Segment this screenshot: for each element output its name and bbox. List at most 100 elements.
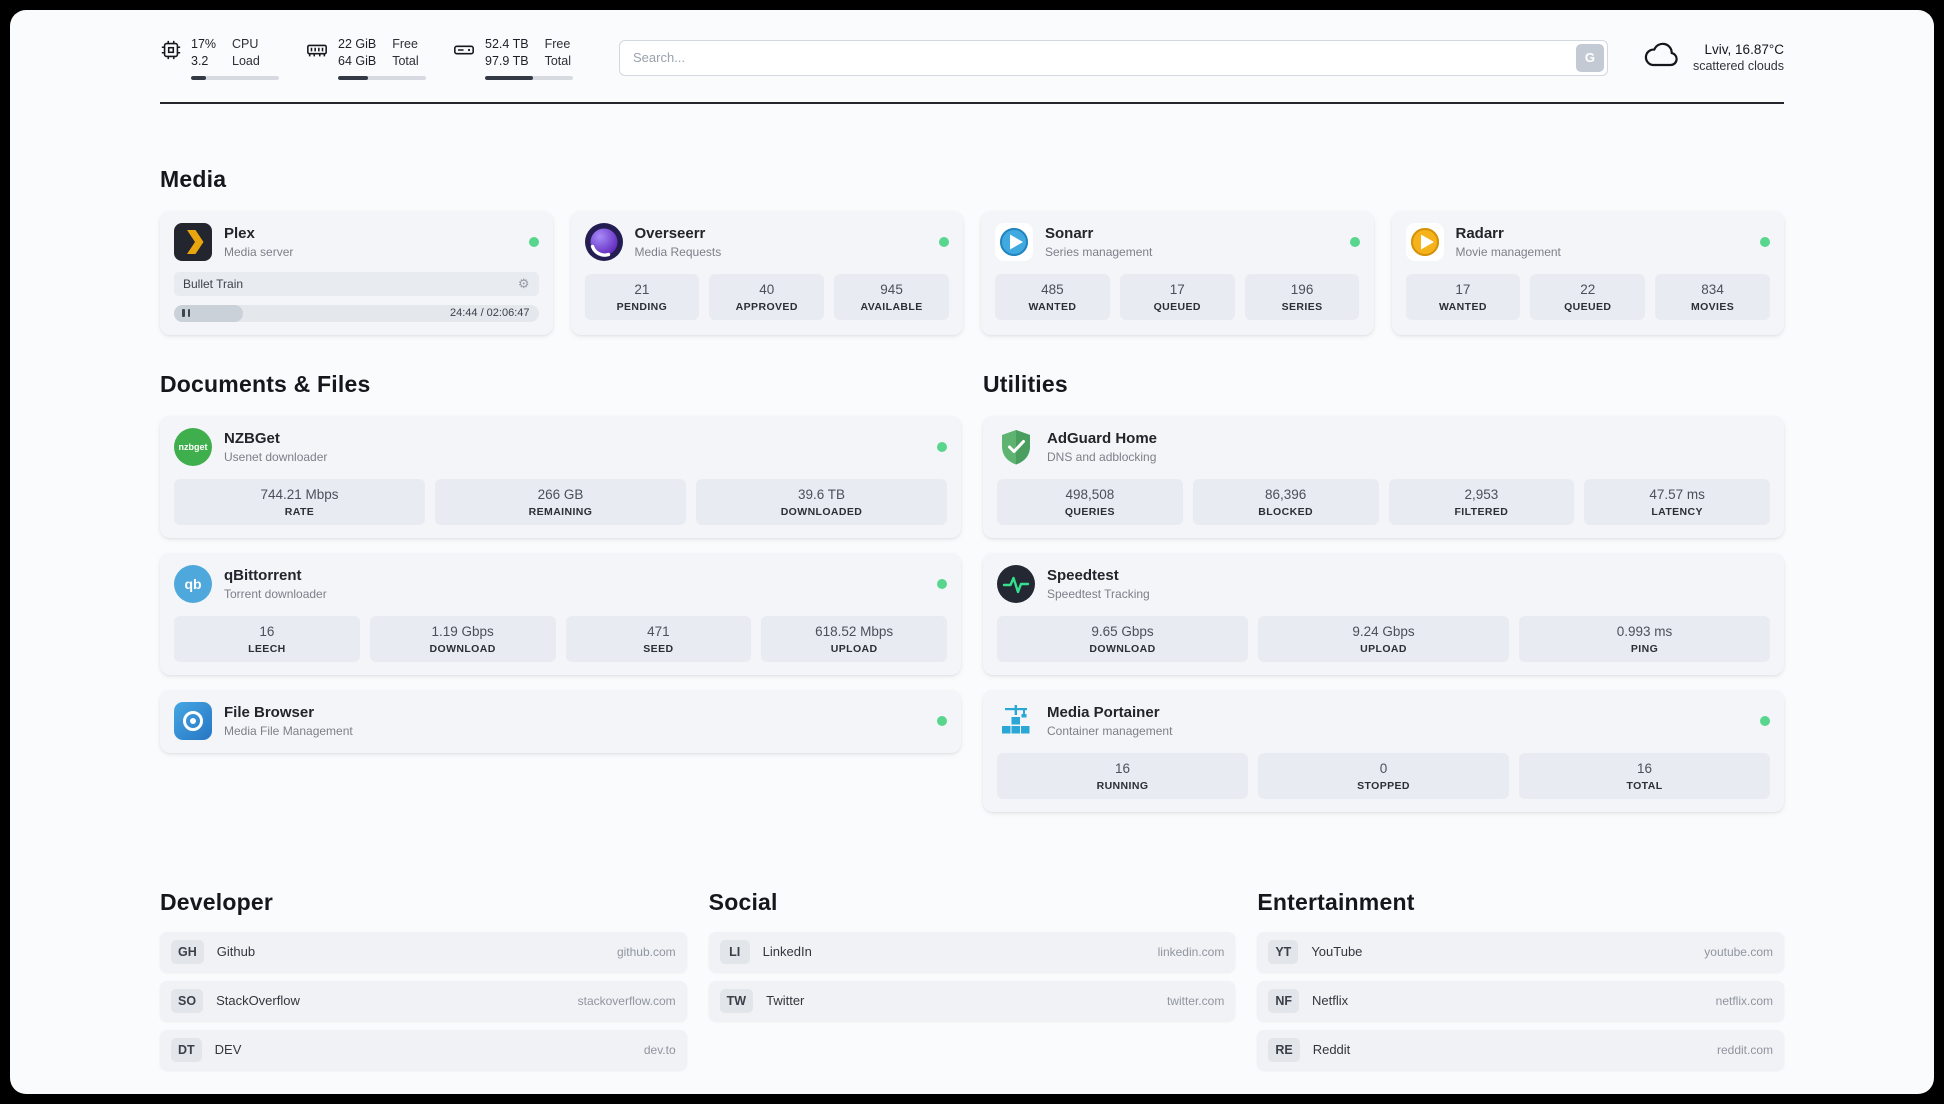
nzbget-icon: nzbget xyxy=(174,427,212,466)
service-name: NZBGet xyxy=(224,429,280,447)
links-column-entertainment: Entertainment YT YouTube youtube.com NF … xyxy=(1257,889,1784,1079)
link-stackoverflow[interactable]: SO StackOverflow stackoverflow.com xyxy=(160,980,687,1021)
search-provider-button[interactable]: G xyxy=(1575,43,1604,72)
status-dot xyxy=(937,715,947,726)
link-netflix[interactable]: NF Netflix netflix.com xyxy=(1257,980,1784,1021)
link-reddit[interactable]: RE Reddit reddit.com xyxy=(1257,1029,1784,1070)
status-dot xyxy=(939,236,949,247)
svg-text:nzbget: nzbget xyxy=(179,442,208,452)
service-description: Media File Management xyxy=(224,723,353,738)
link-name: Netflix xyxy=(1312,993,1349,1009)
radarr-icon xyxy=(1405,222,1444,261)
service-card-portainer[interactable]: Media Portainer Container management 16 … xyxy=(983,689,1784,812)
section-heading-utilities: Utilities xyxy=(983,370,1068,397)
stat-available: 945 AVAILABLE xyxy=(834,273,949,320)
service-card-adguard[interactable]: AdGuard Home DNS and adblocking 498,508 … xyxy=(983,415,1784,538)
gear-icon[interactable]: ⚙ xyxy=(517,276,530,292)
link-name: Twitter xyxy=(766,993,805,1009)
playback-time: 24:44 / 02:06:47 xyxy=(449,307,530,320)
stat-queued: 22 QUEUED xyxy=(1530,273,1646,320)
utilities-column: Utilities AdGuard Home xyxy=(983,371,1784,827)
stat-remaining: 266 GB REMAINING xyxy=(435,478,686,525)
service-card-filebrowser[interactable]: File Browser Media File Management xyxy=(160,689,961,753)
service-card-radarr[interactable]: Radarr Movie management 17 WANTED 22 QUE… xyxy=(1391,210,1784,335)
weather-location-temp: Lviv, 16.87°C xyxy=(1704,42,1784,58)
speedtest-icon xyxy=(997,564,1035,603)
cloud-icon xyxy=(1642,40,1682,75)
link-url: reddit.com xyxy=(1716,1042,1773,1057)
service-description: Container management xyxy=(1047,723,1173,738)
stat-queued: 17 QUEUED xyxy=(1119,273,1235,320)
service-description: Series management xyxy=(1045,244,1153,259)
link-tag: RE xyxy=(1268,1037,1300,1062)
disk-stat-group: 52.4 TB 97.9 TB Free Total xyxy=(452,36,573,80)
cpu-values: 17% 3.2 xyxy=(191,37,217,68)
link-url: dev.to xyxy=(643,1042,676,1057)
portainer-icon xyxy=(997,702,1035,740)
status-dot xyxy=(1760,236,1770,247)
pause-button[interactable] xyxy=(182,309,190,318)
link-tag: DT xyxy=(171,1037,202,1062)
link-name: YouTube xyxy=(1311,944,1363,960)
ram-labels: Free Total xyxy=(392,37,419,68)
stat-seed: 471 SEED xyxy=(565,615,752,662)
service-name: Overseerr xyxy=(634,224,706,242)
service-card-qbittorrent[interactable]: qb qBittorrent Torrent downloader 16 LEE… xyxy=(160,552,961,675)
service-description: Usenet downloader xyxy=(224,449,328,464)
plex-icon xyxy=(174,222,212,261)
link-github[interactable]: GH Github github.com xyxy=(160,931,687,972)
service-card-nzbget[interactable]: nzbget NZBGet Usenet downloader 744.21 M… xyxy=(160,415,961,538)
service-card-overseerr[interactable]: Overseerr Media Requests 21 PENDING 40 A… xyxy=(570,210,963,335)
link-tag: TW xyxy=(719,988,754,1013)
service-card-sonarr[interactable]: Sonarr Series management 485 WANTED 17 Q… xyxy=(981,210,1374,335)
ram-values: 22 GiB 64 GiB xyxy=(338,37,377,68)
header-divider xyxy=(160,101,1784,104)
now-playing-title: Bullet Train xyxy=(183,276,244,291)
status-dot xyxy=(937,441,947,452)
service-name: File Browser xyxy=(224,703,315,721)
service-card-plex[interactable]: Plex Media server Bullet Train ⚙ 24:44 /… xyxy=(160,210,553,335)
status-dot xyxy=(1349,236,1360,247)
link-linkedin[interactable]: LI LinkedIn linkedin.com xyxy=(708,931,1236,972)
links-column-social: Social LI LinkedIn linkedin.com TW Twitt… xyxy=(708,889,1236,1030)
cpu-labels: CPU Load xyxy=(232,37,260,68)
stat-queries: 498,508 QUERIES xyxy=(997,478,1183,525)
link-twitter[interactable]: TW Twitter twitter.com xyxy=(708,980,1236,1021)
section-heading-developer: Developer xyxy=(160,888,274,915)
overseerr-icon xyxy=(584,222,623,261)
now-playing-row: Bullet Train ⚙ xyxy=(174,271,539,296)
cpu-stat-group: 17% 3.2 CPU Load xyxy=(160,36,279,80)
disk-values: 52.4 TB 97.9 TB xyxy=(485,37,529,68)
service-name: Media Portainer xyxy=(1047,703,1160,721)
cpu-icon xyxy=(160,39,182,61)
stat-total: 16 TOTAL xyxy=(1519,752,1770,799)
service-description: Speedtest Tracking xyxy=(1047,586,1150,601)
link-tag: SO xyxy=(171,988,204,1013)
status-dot xyxy=(528,236,539,247)
documents-column: Documents & Files nzbget NZBGet Usenet d xyxy=(160,371,961,768)
stat-pending: 21 PENDING xyxy=(584,273,700,320)
service-card-speedtest[interactable]: Speedtest Speedtest Tracking 9.65 Gbps D… xyxy=(983,552,1784,675)
service-name: qBittorrent xyxy=(224,566,302,584)
link-tag: GH xyxy=(171,939,204,964)
ram-icon xyxy=(305,39,329,61)
stat-upload: 618.52 Mbps UPLOAD xyxy=(761,615,947,662)
stat-running: 16 RUNNING xyxy=(997,752,1248,799)
stat-wanted: 485 WANTED xyxy=(995,273,1110,320)
service-description: Torrent downloader xyxy=(224,586,327,601)
link-name: Github xyxy=(216,944,256,960)
weather-condition: scattered clouds xyxy=(1692,59,1784,74)
link-dev[interactable]: DT DEV dev.to xyxy=(160,1029,687,1070)
ram-stat-group: 22 GiB 64 GiB Free Total xyxy=(305,36,426,80)
link-youtube[interactable]: YT YouTube youtube.com xyxy=(1257,931,1784,972)
disk-labels: Free Total xyxy=(544,37,571,68)
section-heading-media: Media xyxy=(160,165,227,192)
stat-movies: 834 MOVIES xyxy=(1655,273,1770,320)
service-name: Radarr xyxy=(1455,224,1504,242)
stat-stopped: 0 STOPPED xyxy=(1258,752,1509,799)
service-name: Sonarr xyxy=(1045,224,1094,242)
status-dot xyxy=(1760,715,1770,726)
playback-progress-bar: 24:44 / 02:06:47 xyxy=(174,304,539,322)
stat-upload: 9.24 Gbps UPLOAD xyxy=(1258,615,1509,662)
search-input[interactable] xyxy=(619,39,1608,76)
